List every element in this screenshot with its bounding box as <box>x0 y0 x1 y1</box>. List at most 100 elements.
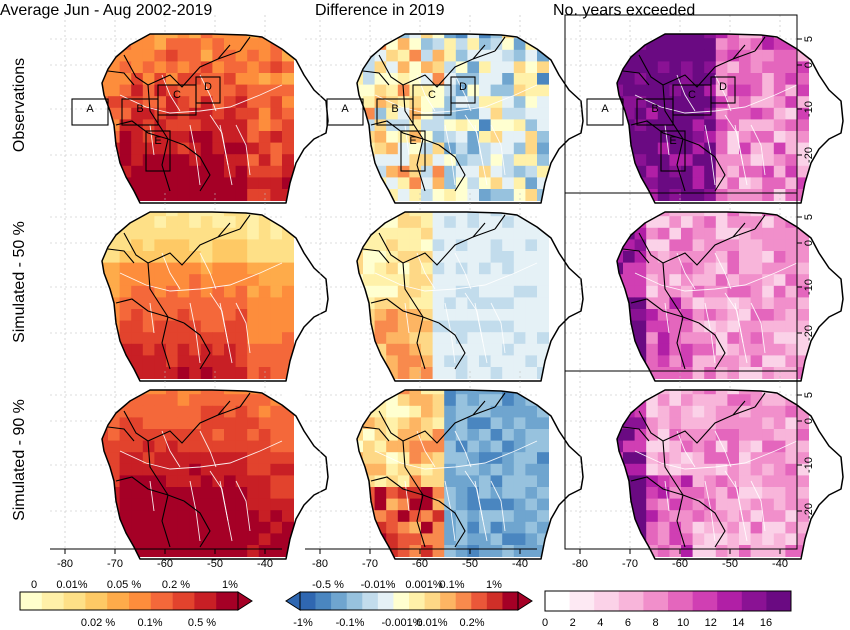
heatmap-cell <box>704 390 717 395</box>
heatmap-cell <box>444 15 456 27</box>
heatmap-cell <box>247 498 260 511</box>
heatmap-cell <box>773 107 786 120</box>
heatmap-cell <box>73 417 85 429</box>
heatmap-cell <box>432 429 445 441</box>
heatmap-cell <box>490 227 503 240</box>
heatmap-cell <box>797 84 809 97</box>
heatmap-cell <box>282 119 294 132</box>
heatmap-cell <box>409 107 422 120</box>
heatmap-cell <box>305 189 317 201</box>
heatmap-cell <box>751 15 763 27</box>
heatmap-cell <box>386 320 399 333</box>
heatmap-cell <box>704 73 717 85</box>
heatmap-cell <box>73 355 85 367</box>
heatmap-cell <box>537 309 549 321</box>
heatmap-cell <box>212 332 225 345</box>
heatmap-cell <box>235 545 248 557</box>
heatmap-cell <box>119 367 132 379</box>
heatmap-cell <box>108 533 120 546</box>
heatmap-cell <box>247 154 260 167</box>
heatmap-cell <box>692 274 705 287</box>
heatmap-cell <box>646 429 659 441</box>
heatmap-cell <box>692 251 705 263</box>
heatmap-cell <box>577 131 589 143</box>
heatmap-cell <box>657 332 670 345</box>
country-border <box>638 406 756 444</box>
heatmap-cell <box>692 96 705 109</box>
heatmap-cell <box>85 154 97 166</box>
heatmap-cell <box>224 61 236 74</box>
country-border <box>662 262 684 318</box>
country-border <box>217 400 231 416</box>
heatmap-cell <box>577 533 589 545</box>
heatmap-cell <box>727 49 740 62</box>
heatmap-cell <box>421 343 433 356</box>
y-tick-label: 0 <box>803 418 815 424</box>
heatmap-cell <box>467 521 480 534</box>
heatmap-cell <box>739 165 751 178</box>
heatmap-cell <box>669 262 682 275</box>
heatmap-cell <box>73 154 85 166</box>
heatmap-cell <box>513 131 526 143</box>
heatmap-cell <box>479 251 491 263</box>
heatmap-cell <box>479 452 491 465</box>
heatmap-cell <box>375 193 387 205</box>
heatmap-cell <box>374 227 387 240</box>
heatmap-cell <box>502 545 515 557</box>
heatmap-cell <box>62 545 74 557</box>
heatmap-cell <box>785 165 798 178</box>
heatmap-cell <box>340 239 352 251</box>
heatmap-cell <box>102 367 109 379</box>
heatmap-cell <box>247 297 260 310</box>
heatmap-cell <box>797 487 809 499</box>
heatmap-cell <box>657 429 670 441</box>
heatmap-cell <box>119 429 132 441</box>
colorbar-swatch <box>424 592 441 610</box>
heatmap-cell <box>166 390 178 395</box>
heatmap-cell <box>282 34 294 39</box>
heatmap-cell <box>444 177 457 190</box>
heatmap-cell <box>305 499 317 511</box>
coastline <box>101 389 329 560</box>
heatmap-cell <box>85 499 97 511</box>
heatmap-cell <box>409 320 422 333</box>
heatmap-cell <box>692 521 705 534</box>
heatmap-cell <box>455 390 468 395</box>
heatmap-cell <box>328 166 340 178</box>
heatmap-cell <box>200 545 213 557</box>
heatmap-cell <box>73 309 85 321</box>
heatmap-cell <box>62 487 74 499</box>
heatmap-cell <box>282 417 294 430</box>
heatmap-cell <box>692 297 705 310</box>
heatmap-cell <box>797 227 809 240</box>
heatmap-cell <box>224 142 236 155</box>
y-tick-label: -20 <box>803 147 815 163</box>
heatmap-cell <box>282 309 294 321</box>
heatmap-cell <box>397 189 410 201</box>
river-line <box>714 74 732 112</box>
region-label: B <box>136 103 143 115</box>
colorbar-label: 0.2 % <box>162 579 190 591</box>
heatmap-cell <box>212 96 225 109</box>
region-label: B <box>651 103 658 115</box>
heatmap-cell <box>212 394 225 407</box>
heatmap-cell <box>797 452 809 465</box>
heatmap-cell <box>490 107 503 120</box>
heatmap-cell <box>513 227 526 240</box>
heatmap-cell <box>646 487 659 499</box>
heatmap-cell <box>166 429 178 441</box>
heatmap-cell <box>50 417 62 429</box>
heatmap-cell <box>166 510 178 523</box>
heatmap-cell <box>773 452 786 465</box>
heatmap-cell <box>340 38 352 50</box>
heatmap-cell <box>177 440 190 453</box>
heatmap-cell <box>773 274 786 287</box>
heatmap-cell <box>432 119 445 132</box>
heatmap-cell <box>646 154 659 167</box>
heatmap-cell <box>455 394 468 407</box>
heatmap-cell <box>258 417 271 430</box>
region-label: D <box>719 81 727 93</box>
heatmap-cell <box>224 475 236 488</box>
heatmap-cell <box>715 119 728 132</box>
heatmap-cell <box>432 343 445 356</box>
